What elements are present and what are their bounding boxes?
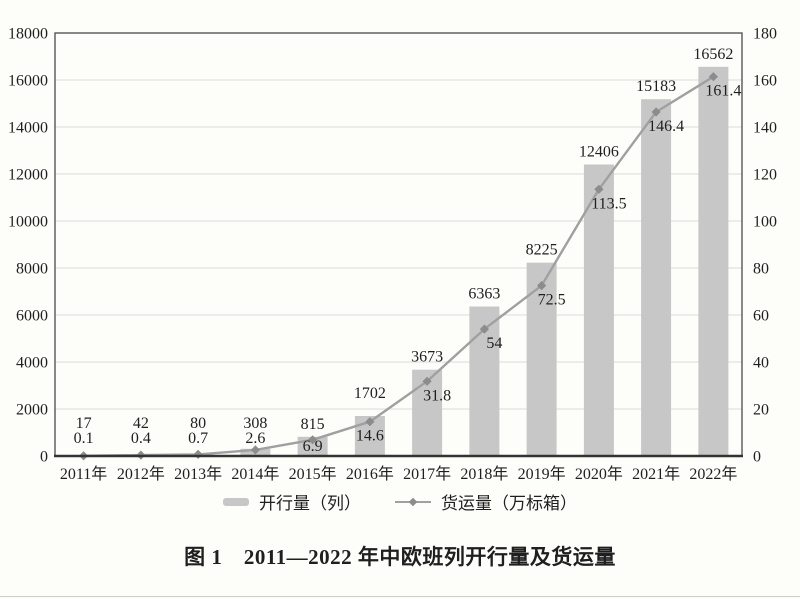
bar-value-label: 6363 xyxy=(468,286,500,303)
x-axis-tick: 2020年 xyxy=(575,465,623,483)
bar-value-label: 12406 xyxy=(579,144,619,161)
right-axis-tick: 20 xyxy=(753,402,769,419)
x-axis-tick: 2017年 xyxy=(403,465,451,483)
right-axis-tick: 160 xyxy=(753,73,777,90)
legend-item-bar-series: 开行量（列） xyxy=(223,489,361,514)
right-axis-tick: 140 xyxy=(753,120,777,137)
line-marker xyxy=(594,184,604,194)
line-value-label: 161.4 xyxy=(705,83,741,100)
x-axis-tick: 2015年 xyxy=(289,465,337,483)
left-axis-tick: 12000 xyxy=(8,167,48,184)
diamond-marker-icon xyxy=(408,497,418,506)
x-axis-tick: 2016年 xyxy=(346,465,394,483)
x-axis-tick: 2018年 xyxy=(460,465,508,483)
left-axis-tick: 6000 xyxy=(16,308,48,325)
left-axis-tick: 2000 xyxy=(16,402,48,419)
line-value-label: 14.6 xyxy=(356,428,384,445)
bar-value-label: 80 xyxy=(190,415,206,432)
bar-swatch-icon xyxy=(223,497,249,506)
right-axis-tick: 120 xyxy=(753,167,777,184)
bar-value-label: 42 xyxy=(133,415,149,432)
line-value-label: 0.7 xyxy=(188,430,208,447)
line-value-label: 6.9 xyxy=(303,438,323,455)
bar xyxy=(641,99,672,456)
plot-frame xyxy=(54,32,743,457)
combo-chart: 0 2000 4000 6000 8000 10000 12000 14000 16000 180… xyxy=(8,26,777,484)
bar-value-label: 16562 xyxy=(693,46,733,63)
page-divider xyxy=(0,596,800,597)
right-axis-tick: 180 xyxy=(753,26,777,43)
line-marker xyxy=(479,324,489,334)
x-axis-tick: 2014年 xyxy=(231,465,279,483)
line-marker-icon xyxy=(395,497,431,506)
bar-value-label: 15183 xyxy=(636,78,676,95)
line-value-label: 72.5 xyxy=(538,292,566,309)
x-axis-tick: 2022年 xyxy=(689,465,737,483)
line-value-label: 113.5 xyxy=(591,195,626,212)
line-value-label: 0.4 xyxy=(131,430,151,447)
bar-value-label: 8225 xyxy=(526,242,558,259)
left-axis-tick: 0 xyxy=(40,449,48,466)
line-value-label: 0.1 xyxy=(74,430,94,447)
bar-value-label: 815 xyxy=(301,416,325,433)
left-axis-tick: 10000 xyxy=(8,214,48,231)
bar xyxy=(526,262,557,456)
line-marker xyxy=(308,435,318,445)
bar xyxy=(583,164,614,456)
line-marker xyxy=(250,445,260,455)
right-axis-tick: 40 xyxy=(753,355,769,372)
line-marker xyxy=(651,107,661,117)
line-value-label: 54 xyxy=(486,335,502,352)
line-value-label: 31.8 xyxy=(423,387,451,404)
left-axis-tick: 16000 xyxy=(8,73,48,90)
line-marker xyxy=(193,449,203,459)
left-axis-tick: 18000 xyxy=(8,26,48,43)
left-axis-tick: 8000 xyxy=(16,261,48,278)
x-axis-tick: 2021年 xyxy=(632,465,680,483)
figure-caption: 图 1 2011—2022 年中欧班列开行量及货运量 xyxy=(184,545,616,569)
left-axis-tick: 14000 xyxy=(8,120,48,137)
legend-item-line-series: 货运量（万标箱） xyxy=(395,489,577,514)
x-axis-tick: 2012年 xyxy=(117,465,165,483)
right-axis-tick: 60 xyxy=(753,308,769,325)
bar-value-label: 3673 xyxy=(411,349,443,366)
left-axis-tick: 4000 xyxy=(16,355,48,372)
bar-value-label: 1702 xyxy=(354,385,386,402)
x-axis-tick: 2011年 xyxy=(60,465,107,483)
line-marker xyxy=(708,72,718,82)
chart-canvas: 0 2000 4000 6000 8000 10000 12000 14000 16000 180… xyxy=(8,26,777,484)
line-series xyxy=(83,75,715,457)
bar xyxy=(698,66,729,457)
x-axis-tick: 2019年 xyxy=(518,465,566,483)
legend-label-bar-series: 开行量（列） xyxy=(259,494,361,513)
bar-value-label: 17 xyxy=(76,415,92,432)
right-axis-tick: 0 xyxy=(753,449,761,466)
right-axis-tick: 100 xyxy=(753,214,777,231)
bar-value-label: 308 xyxy=(243,415,267,432)
chart-legend: 开行量（列） 货运量（万标箱） xyxy=(0,489,800,514)
right-axis-tick: 80 xyxy=(753,261,769,278)
x-axis-tick: 2013年 xyxy=(174,465,222,483)
line-marker xyxy=(422,376,432,386)
line-marker xyxy=(365,417,375,427)
line-value-label: 146.4 xyxy=(648,118,684,135)
line-marker xyxy=(537,281,547,291)
legend-label-line-series: 货运量（万标箱） xyxy=(441,494,577,513)
line-value-label: 2.6 xyxy=(245,430,265,447)
